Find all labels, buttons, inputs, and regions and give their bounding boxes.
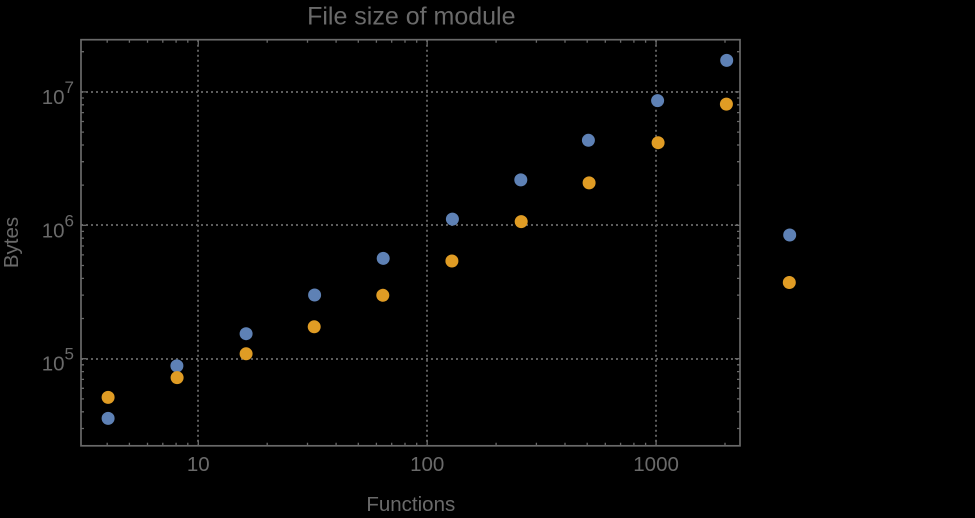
svg-text:1000: 1000 xyxy=(633,453,679,476)
svg-text:File size of module: File size of module xyxy=(307,3,515,31)
svg-text:100: 100 xyxy=(410,453,444,476)
svg-text:Functions: Functions xyxy=(366,493,455,513)
svg-text:10: 10 xyxy=(187,453,210,476)
svg-text:Bytes: Bytes xyxy=(0,217,23,268)
